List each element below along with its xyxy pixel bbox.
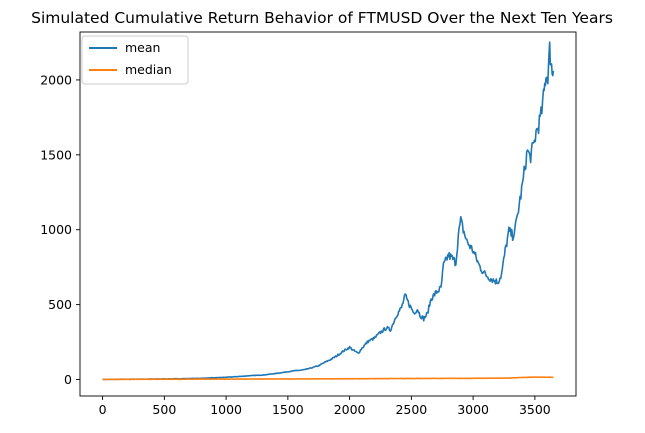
x-tick-label: 3000 [457, 402, 489, 417]
chart-title: Simulated Cumulative Return Behavior of … [31, 9, 613, 27]
y-tick-label: 500 [48, 297, 72, 312]
axes-layer: 0 500 1000 1500 2000 2500 3000 3500 0 500 1000 1500… [40, 31, 577, 417]
y-tick-label: 2000 [40, 72, 72, 87]
legend-label-mean: mean [125, 40, 160, 55]
y-tick-label: 1500 [40, 147, 72, 162]
x-tick-label: 2000 [334, 402, 366, 417]
x-tick-label: 1000 [210, 402, 242, 417]
legend-label-median: median [125, 62, 172, 77]
series-line-median [102, 376, 554, 381]
chart-legend: mean median [81, 35, 189, 85]
plot-frame [79, 31, 577, 397]
x-tick-label: 500 [152, 402, 176, 417]
series-line-mean [102, 41, 555, 381]
series-layer [102, 41, 555, 381]
y-tick-label: 0 [64, 372, 72, 387]
x-tick-label: 0 [99, 402, 107, 417]
x-tick-label: 3500 [519, 402, 551, 417]
y-tick-label: 1000 [40, 222, 72, 237]
x-tick-label: 2500 [395, 402, 427, 417]
x-tick-label: 1500 [272, 402, 304, 417]
